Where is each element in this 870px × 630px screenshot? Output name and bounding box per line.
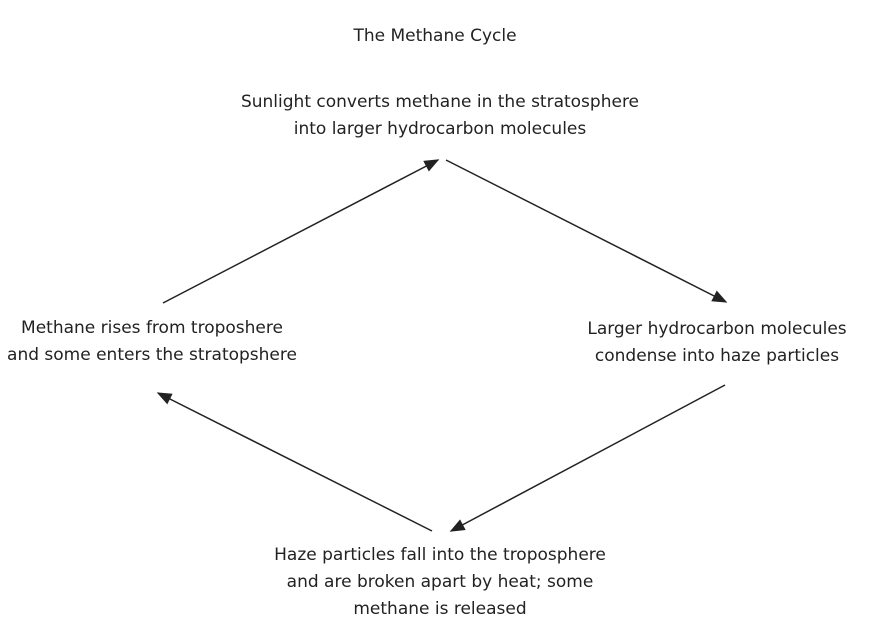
node-label: methane is released — [353, 599, 526, 619]
node-label: Sunlight converts methane in the stratos… — [241, 92, 639, 112]
node-label: and some enters the stratopshere — [7, 345, 297, 365]
node-label: Methane rises from troposhere — [21, 318, 283, 338]
node-label: Haze particles fall into the troposphere — [274, 545, 606, 565]
arrow — [449, 384, 726, 532]
arrow — [445, 159, 728, 303]
node-label: condense into haze particles — [595, 346, 839, 366]
title: The Methane Cycle — [352, 26, 516, 46]
node-label: and are broken apart by heat; some — [287, 572, 594, 592]
node-label: Larger hydrocarbon molecules — [587, 319, 846, 339]
node-label: into larger hydrocarbon molecules — [294, 119, 587, 139]
arrow — [156, 392, 433, 532]
arrow — [162, 159, 440, 304]
